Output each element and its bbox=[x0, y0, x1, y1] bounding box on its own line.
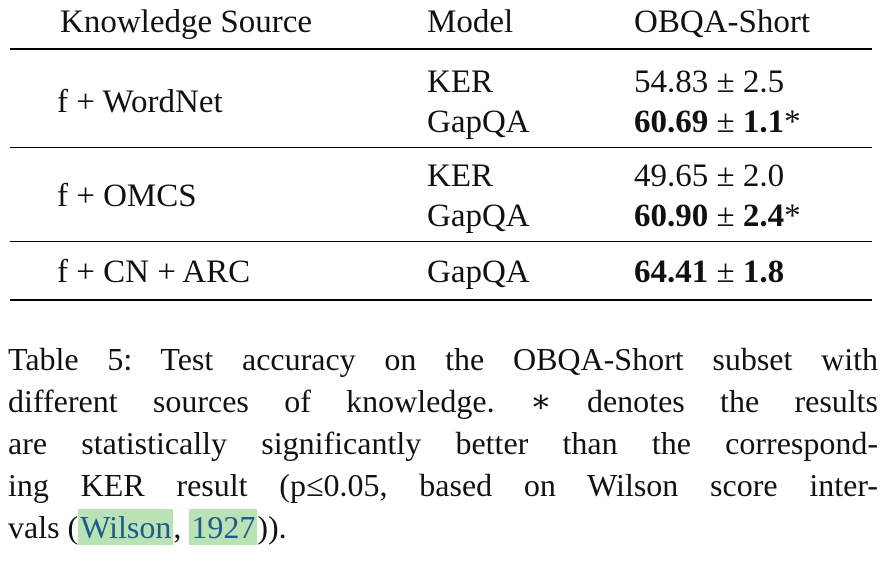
header-model: Model bbox=[427, 4, 514, 40]
model-ker-omcs: KER bbox=[427, 158, 493, 194]
table-caption: Table 5: Test accuracy on the OBQA-Short… bbox=[8, 338, 878, 548]
model-gapqa-cn-arc: GapQA bbox=[427, 254, 530, 290]
score-gapqa-cn-arc: 64.41 ± 1.8 bbox=[634, 254, 785, 290]
caption-line-5: vals (Wilson, 1927)). bbox=[8, 509, 287, 545]
source-cn-arc: f + CN + ARC bbox=[57, 254, 251, 290]
model-gapqa-wordnet: GapQA bbox=[427, 104, 530, 140]
caption-line-3: are statistically significantly better t… bbox=[8, 425, 878, 461]
citation-author-link[interactable]: Wilson bbox=[78, 509, 174, 545]
header-obqa-short: OBQA-Short bbox=[634, 4, 811, 40]
caption-line-2: different sources of knowledge. ∗ denote… bbox=[8, 383, 879, 419]
score-gapqa-wordnet: 60.69 ± 1.1* bbox=[634, 104, 801, 140]
group-divider-1 bbox=[10, 147, 872, 148]
score-ker-wordnet: 54.83 ± 2.5 bbox=[634, 64, 785, 100]
source-omcs: f + OMCS bbox=[57, 178, 197, 214]
score-gapqa-omcs: 60.90 ± 2.4* bbox=[634, 198, 801, 234]
group-divider-2 bbox=[10, 241, 872, 242]
score-ker-omcs: 49.65 ± 2.0 bbox=[634, 158, 785, 194]
model-gapqa-omcs: GapQA bbox=[427, 198, 530, 234]
caption-line-4: ing KER result (p≤0.05, based on Wilson … bbox=[8, 467, 878, 503]
citation-year-link[interactable]: 1927 bbox=[189, 509, 258, 545]
table-top-rule bbox=[10, 48, 872, 50]
model-ker-wordnet: KER bbox=[427, 64, 493, 100]
header-knowledge-source: Knowledge Source bbox=[60, 4, 313, 40]
table-bottom-rule bbox=[10, 299, 872, 301]
source-wordnet: f + WordNet bbox=[57, 84, 223, 120]
caption-line-1: Table 5: Test accuracy on the OBQA-Short… bbox=[8, 341, 878, 377]
